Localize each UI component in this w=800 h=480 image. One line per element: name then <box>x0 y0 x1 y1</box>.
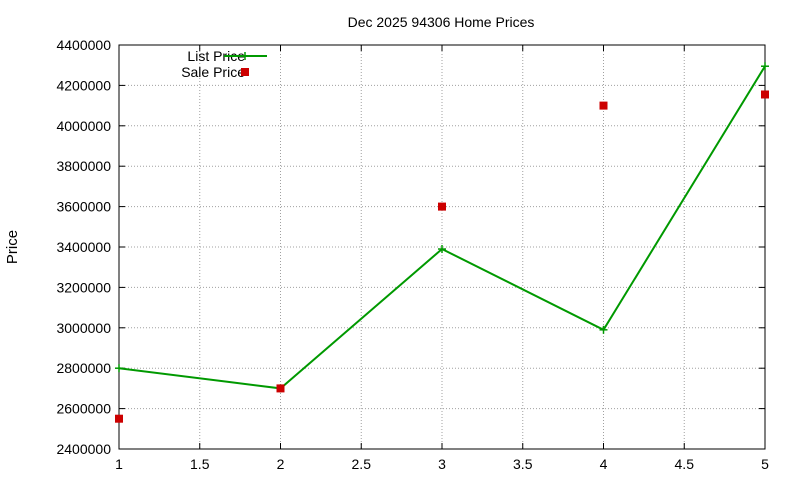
y-tick-label: 2400000 <box>56 441 111 457</box>
series-layer <box>115 62 769 423</box>
legend-label-sale-price: Sale Price <box>181 64 245 80</box>
y-tick-label: 3400000 <box>56 239 111 255</box>
data-point-sale-price <box>276 384 285 393</box>
x-tick-label: 1.5 <box>190 456 210 472</box>
y-axis-label: Price <box>4 230 21 264</box>
x-axis: 1 1.5 2 2.5 3 3.5 4 4.5 5 <box>115 45 769 472</box>
x-tick-label: 5 <box>761 456 769 472</box>
data-point-sale-price <box>115 414 123 423</box>
data-point-list-price <box>438 245 446 254</box>
x-tick-label: 2.5 <box>352 456 372 472</box>
y-tick-label: 4000000 <box>56 118 111 134</box>
y-axis: 2400000 2600000 2800000 3000000 3200000 34000… <box>56 37 765 457</box>
legend-label-list-price: List Price <box>187 48 245 64</box>
y-tick-label: 3600000 <box>56 199 111 215</box>
y-tick-label: 3000000 <box>56 320 111 336</box>
series-sale-price <box>115 90 769 423</box>
y-tick-label: 3800000 <box>56 158 111 174</box>
legend-marker-sale-price <box>241 68 249 76</box>
y-tick-label: 2800000 <box>56 360 111 376</box>
data-point-sale-price <box>438 202 446 211</box>
x-tick-label: 2 <box>277 456 285 472</box>
data-point-sale-price <box>599 101 608 110</box>
x-tick-label: 3.5 <box>513 456 533 472</box>
x-tick-label: 4 <box>600 456 608 472</box>
y-tick-label: 2600000 <box>56 401 111 417</box>
x-tick-label: 4.5 <box>675 456 695 472</box>
y-tick-label: 4200000 <box>56 77 111 93</box>
data-point-sale-price <box>761 90 769 99</box>
chart-title: Dec 2025 94306 Home Prices <box>348 14 535 30</box>
y-tick-label: 3200000 <box>56 279 111 295</box>
x-tick-label: 3 <box>438 456 446 472</box>
data-point-list-price <box>761 62 769 71</box>
x-tick-label: 1 <box>115 456 123 472</box>
data-point-list-price <box>599 325 608 334</box>
legend-marker-list-price <box>241 52 249 60</box>
y-tick-label: 4400000 <box>56 37 111 53</box>
data-point-list-price <box>115 364 123 373</box>
